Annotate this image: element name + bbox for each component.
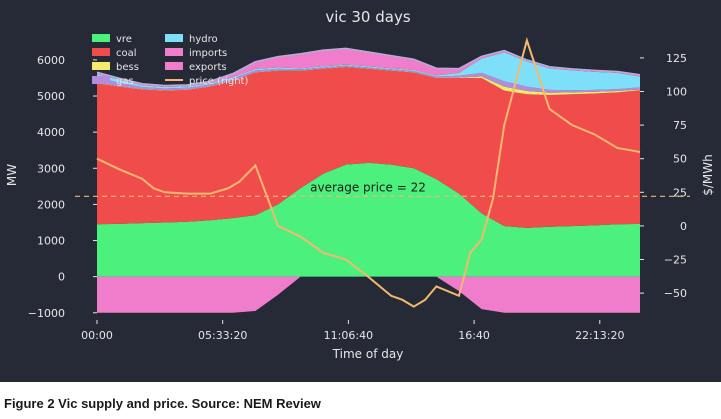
legend-swatch-coal	[92, 48, 110, 56]
y-tick-label: 4000	[37, 126, 65, 139]
legend-swatch-vre	[92, 34, 110, 42]
price-line	[96, 36, 641, 308]
x-tick-label: 22:13:20	[575, 329, 624, 342]
area-imports	[97, 48, 640, 87]
area-hydro	[97, 52, 640, 91]
y-tick-label: 6000	[37, 54, 65, 67]
y-right-tick-label: 0	[680, 220, 687, 233]
chart-title: vic 30 days	[325, 8, 411, 26]
area-gas	[97, 65, 640, 93]
x-axis-label: Time of day	[332, 347, 404, 361]
y-axis-label: MW	[5, 164, 19, 186]
legend-label: vre	[116, 34, 132, 45]
legend-label: coal	[116, 48, 137, 59]
y-tick-label: −1000	[28, 307, 65, 320]
y-axis-right-label: $/MWh	[701, 154, 715, 196]
legend: vre coal bess gas hydro imports exports price (…	[92, 34, 248, 87]
y-right-tick-label: −50	[664, 287, 687, 300]
legend-swatch-bess	[92, 62, 110, 70]
legend-swatch-imports	[165, 48, 183, 56]
y-right-tick-label: 25	[673, 186, 687, 199]
area-coal	[97, 67, 640, 228]
chart-panel: average price = 22 00:00 05:33:20 11:06:40…	[0, 0, 721, 382]
price-layer	[96, 36, 641, 308]
legend-label: exports	[189, 62, 227, 73]
figure-caption: Figure 2 Vic supply and price. Source: N…	[4, 396, 321, 411]
y-tick-label: 3000	[37, 162, 65, 175]
axes-layer: 00:00 05:33:20 11:06:40 16:40 22:13:20 −1000 0…	[28, 52, 687, 342]
y-tick-label: 5000	[37, 90, 65, 103]
area-exports	[97, 276, 640, 313]
legend-label: price (right)	[189, 76, 248, 87]
y-tick-label: 1000	[37, 235, 65, 248]
average-layer: average price = 22	[75, 180, 690, 197]
y-tick-label: 0	[58, 271, 65, 284]
y-tick-label: 2000	[37, 198, 65, 211]
y-right-tick-label: 100	[666, 85, 687, 98]
legend-swatch-exports	[165, 62, 183, 70]
x-tick-label: 05:33:20	[198, 329, 247, 342]
legend-swatch-hydro	[165, 34, 183, 42]
legend-label: bess	[116, 62, 139, 73]
area-bess	[97, 66, 640, 95]
area-layer	[96, 47, 641, 313]
legend-label: hydro	[189, 34, 218, 45]
legend-swatch-gas	[92, 76, 110, 84]
y-right-tick-label: 75	[673, 119, 687, 132]
legend-label: imports	[189, 48, 227, 59]
x-tick-label: 16:40	[458, 329, 490, 342]
x-tick-label: 11:06:40	[324, 329, 373, 342]
total-supply-line	[96, 47, 641, 87]
average-price-label: average price = 22	[310, 180, 426, 194]
x-tick-label: 00:00	[81, 329, 113, 342]
y-right-tick-label: 125	[666, 52, 687, 65]
area-vre	[97, 162, 640, 277]
legend-label: gas	[116, 76, 134, 87]
y-right-tick-label: −25	[664, 254, 687, 267]
y-right-tick-label: 50	[673, 153, 687, 166]
chart: average price = 22 00:00 05:33:20 11:06:40…	[5, 8, 715, 361]
